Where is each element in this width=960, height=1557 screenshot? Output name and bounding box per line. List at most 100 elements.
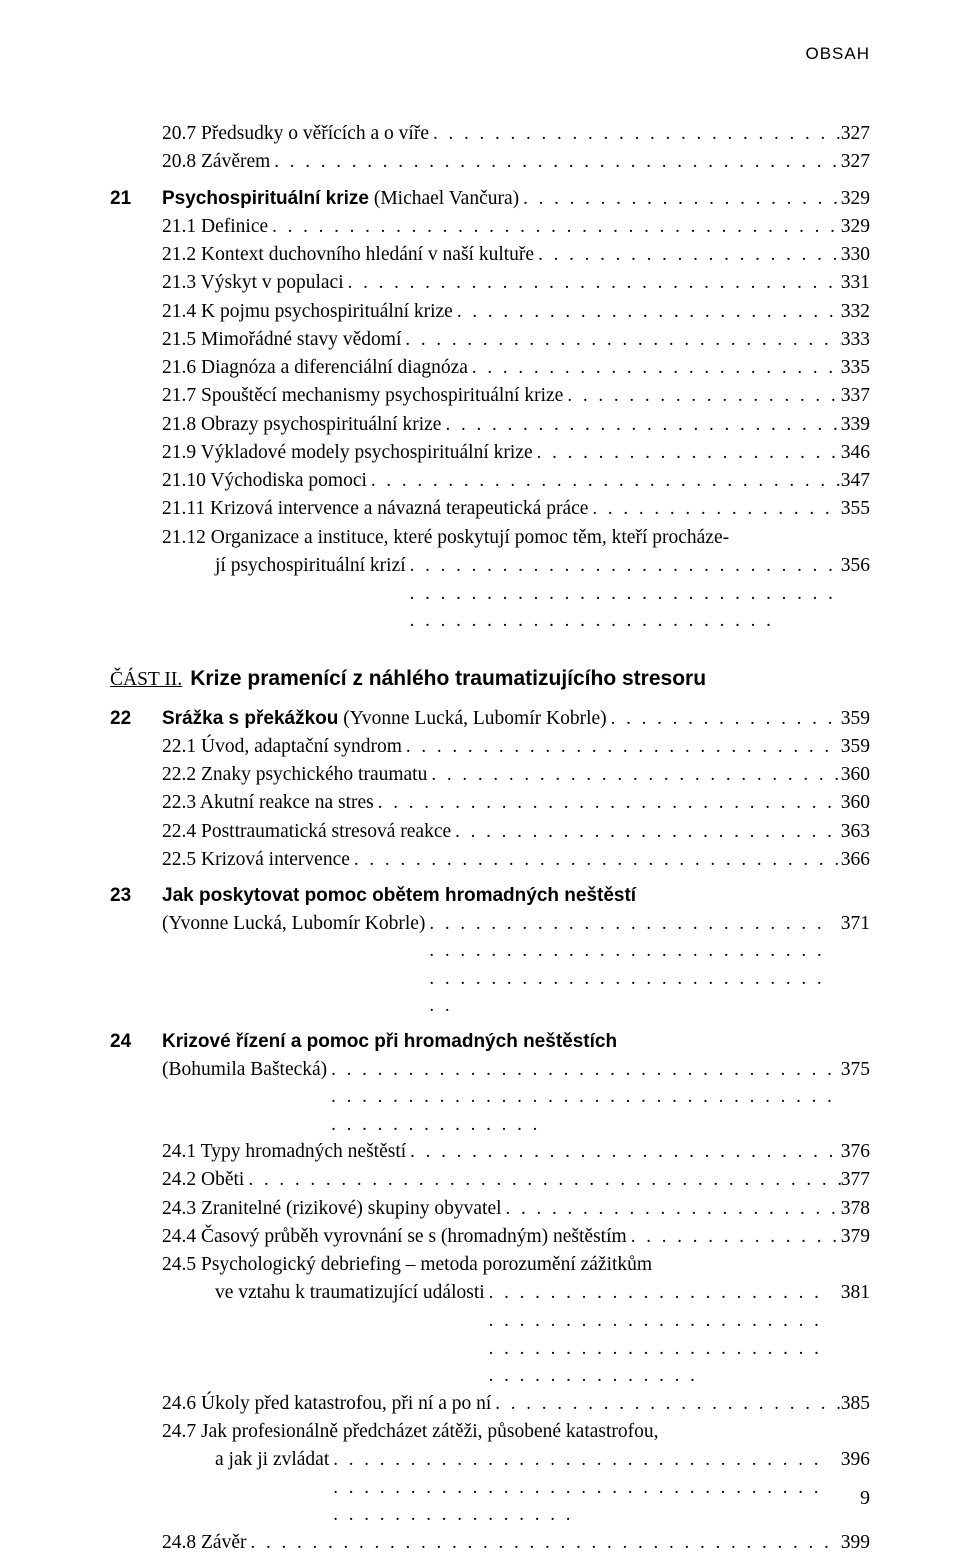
toc-label: 20.7 Předsudky o věřících a o víře — [162, 120, 429, 148]
toc-entry: 24.3 Zranitelné (rizikové) skupiny obyva… — [110, 1195, 870, 1223]
toc-entry: 21.12 Organizace a instituce, které posk… — [110, 524, 870, 552]
toc-leader — [491, 1390, 840, 1418]
toc-page: 330 — [841, 241, 870, 269]
toc-leader — [327, 1056, 841, 1139]
toc-page: 360 — [841, 789, 870, 817]
toc-label: 21.4 K pojmu psychospirituální krize — [162, 298, 453, 326]
toc-page: 371 — [841, 910, 870, 938]
toc-page: 379 — [841, 1223, 870, 1251]
toc-leader — [519, 185, 841, 213]
toc-leader — [329, 1446, 841, 1529]
part-label: ČÁST II. — [110, 669, 182, 691]
toc-content: 20.7 Předsudky o věřících a o víře 32720.… — [110, 120, 870, 1557]
toc-entry: 22.4 Posttraumatická stresová reakce363 — [110, 818, 870, 846]
toc-label: 22.1 Úvod, adaptační syndrom — [162, 733, 402, 761]
toc-page: 378 — [841, 1195, 870, 1223]
chapter-author: (Yvonne Lucká, Lubomír Kobrle) — [162, 910, 425, 938]
toc-leader — [244, 1166, 840, 1194]
toc-page: 346 — [841, 439, 870, 467]
toc-entry: 20.7 Předsudky o věřících a o víře 327 — [110, 120, 870, 148]
toc-label: 24.8 Závěr — [162, 1529, 246, 1557]
toc-leader — [344, 269, 841, 297]
toc-label: 22.2 Znaky psychického traumatu — [162, 761, 427, 789]
toc-entry: 24.7 Jak profesionálně předcházet zátěži… — [110, 1418, 870, 1446]
toc-leader — [402, 733, 841, 761]
toc-page: 327 — [841, 120, 870, 148]
toc-label: 24.2 Oběti — [162, 1166, 244, 1194]
toc-label: 22.4 Posttraumatická stresová reakce — [162, 818, 451, 846]
toc-leader — [534, 241, 841, 269]
toc-leader — [270, 148, 840, 176]
toc-label: 21.11 Krizová intervence a návazná terap… — [162, 495, 588, 523]
toc-page: 377 — [841, 1166, 870, 1194]
toc-entry: 21.6 Diagnóza a diferenciální diagnóza 33… — [110, 354, 870, 382]
toc-entry-continuation: ve vztahu k traumatizující události381 — [110, 1279, 870, 1389]
toc-entry: 21.11 Krizová intervence a návazná terap… — [110, 495, 870, 523]
toc-entry: 21.5 Mimořádné stavy vědomí333 — [110, 326, 870, 354]
toc-leader — [406, 1138, 841, 1166]
toc-entry: 24.2 Oběti 377 — [110, 1166, 870, 1194]
toc-label: 21.3 Výskyt v populaci — [162, 269, 344, 297]
toc-leader — [627, 1223, 841, 1251]
toc-label: 21.10 Východiska pomoci — [162, 467, 367, 495]
toc-page: 337 — [841, 382, 870, 410]
toc-label: 24.7 Jak profesionálně předcházet zátěži… — [162, 1418, 659, 1446]
toc-entry: 22.1 Úvod, adaptační syndrom359 — [110, 733, 870, 761]
toc-label: jí psychospirituální krizí — [215, 552, 406, 580]
chapter-title: Jak poskytovat pomoc obětem hromadných n… — [162, 882, 636, 910]
toc-page: 329 — [841, 213, 870, 241]
toc-entry: 21.4 K pojmu psychospirituální krize 332 — [110, 298, 870, 326]
toc-label: 21.7 Spouštěcí mechanismy psychospirituá… — [162, 382, 563, 410]
toc-label: 24.3 Zranitelné (rizikové) skupiny obyva… — [162, 1195, 502, 1223]
toc-leader — [441, 411, 840, 439]
toc-page: 381 — [841, 1279, 870, 1307]
toc-leader — [268, 213, 841, 241]
part-title: Krize pramenící z náhlého traumatizující… — [190, 667, 706, 691]
page-header: OBSAH — [805, 44, 870, 64]
chapter-number: 24 — [110, 1028, 162, 1056]
toc-label: 24.6 Úkoly před katastrofou, při ní a po… — [162, 1390, 491, 1418]
toc-page: 331 — [841, 269, 870, 297]
toc-entry: 24.4 Časový průběh vyrovnání se s (hroma… — [110, 1223, 870, 1251]
toc-leader — [533, 439, 841, 467]
toc-leader — [350, 846, 841, 874]
toc-leader — [401, 326, 840, 354]
toc-entry: 24.5 Psychologický debriefing – metoda p… — [110, 1251, 870, 1279]
toc-page: 375 — [841, 1056, 870, 1084]
toc-label: a jak ji zvládat — [215, 1446, 329, 1474]
toc-chapter-continuation: (Bohumila Baštecká)375 — [110, 1056, 870, 1139]
toc-entry: 21.7 Spouštěcí mechanismy psychospirituá… — [110, 382, 870, 410]
toc-leader — [427, 761, 840, 789]
toc-label: 21.8 Obrazy psychospirituální krize — [162, 411, 441, 439]
toc-entry: 21.9 Výkladové modely psychospirituální … — [110, 439, 870, 467]
toc-leader — [429, 120, 841, 148]
toc-page: 335 — [841, 354, 870, 382]
toc-entry: 21.2 Kontext duchovního hledání v naší k… — [110, 241, 870, 269]
toc-entry-continuation: jí psychospirituální krizí356 — [110, 552, 870, 635]
toc-label: 21.9 Výkladové modely psychospirituální … — [162, 439, 533, 467]
chapter-number: 22 — [110, 705, 162, 733]
toc-leader — [468, 354, 841, 382]
toc-leader — [485, 1279, 841, 1389]
chapter-title: Psychospirituální krize (Michael Vančura… — [162, 185, 519, 213]
toc-entry: 22.3 Akutní reakce na stres360 — [110, 789, 870, 817]
part-heading: ČÁST II. Krize pramenící z náhlého traum… — [110, 667, 870, 691]
toc-page: 333 — [841, 326, 870, 354]
toc-leader — [607, 705, 841, 733]
toc-entry: 21.3 Výskyt v populaci 331 — [110, 269, 870, 297]
toc-page: 366 — [841, 846, 870, 874]
chapter-title: Srážka s překážkou (Yvonne Lucká, Lubomí… — [162, 705, 607, 733]
toc-page: 332 — [841, 298, 870, 326]
toc-label: 21.12 Organizace a instituce, které posk… — [162, 524, 729, 552]
toc-leader — [502, 1195, 841, 1223]
toc-chapter: 23Jak poskytovat pomoc obětem hromadných… — [110, 882, 870, 910]
toc-label: 21.6 Diagnóza a diferenciální diagnóza — [162, 354, 468, 382]
toc-chapter-continuation: (Yvonne Lucká, Lubomír Kobrle) 371 — [110, 910, 870, 1020]
toc-page: 347 — [841, 467, 870, 495]
toc-chapter: 24Krizové řízení a pomoc při hromadných … — [110, 1028, 870, 1056]
toc-entry: 22.2 Znaky psychického traumatu360 — [110, 761, 870, 789]
toc-label: 21.1 Definice — [162, 213, 268, 241]
toc-page: 376 — [841, 1138, 870, 1166]
toc-leader — [451, 818, 841, 846]
toc-label: 24.5 Psychologický debriefing – metoda p… — [162, 1251, 652, 1279]
